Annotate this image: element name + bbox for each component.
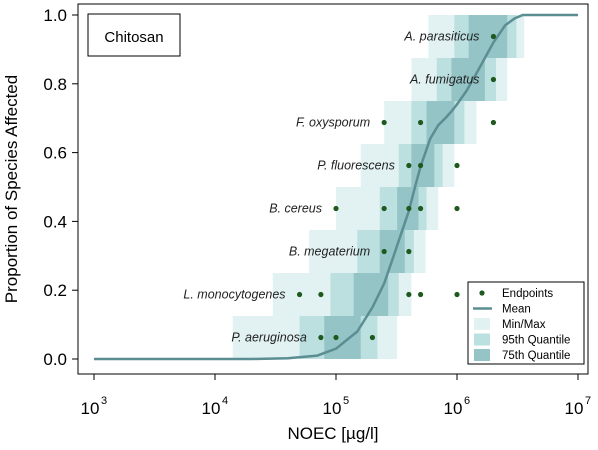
endpoint-point — [417, 162, 424, 169]
endpoint-point — [417, 205, 424, 212]
band-q75-0 — [324, 316, 361, 359]
plot-frame — [77, 3, 589, 375]
band-q75-6 — [451, 58, 485, 101]
x-tick-label: 10 — [565, 399, 584, 418]
legend-marker-box — [474, 318, 490, 330]
x-tick-label: 10 — [444, 399, 463, 418]
endpoint-point — [381, 248, 387, 255]
endpoint-point — [318, 334, 324, 341]
legend-label: Mean — [502, 304, 531, 316]
legend-marker-point — [479, 290, 485, 296]
endpoint-point — [454, 162, 460, 169]
species-labels: P. aeruginosa L. monocytogenes B. megateri… — [183, 30, 479, 345]
x-tick-exponent: 5 — [343, 395, 349, 407]
y-tick-label: 0.6 — [43, 144, 67, 163]
x-tick-label: 10 — [81, 399, 100, 418]
species-label: B. megaterium — [289, 245, 370, 259]
endpoint-point — [454, 291, 460, 298]
y-tick-label: 0.4 — [43, 212, 67, 231]
endpoint-point — [406, 248, 412, 255]
species-label: A. fumigatus — [409, 73, 479, 87]
x-tick-exponent: 3 — [101, 395, 107, 407]
species-label: L. monocytogenes — [183, 288, 285, 302]
y-axis: 0.0 0.2 0.4 0.6 0.8 1.0 — [43, 6, 78, 369]
y-axis-label: Proportion of Species Affected — [2, 75, 21, 303]
x-tick-exponent: 6 — [464, 395, 470, 407]
endpoint-point — [406, 162, 412, 169]
x-tick-label: 10 — [323, 399, 342, 418]
x-axis-label: NOEC [µg/l] — [287, 424, 378, 443]
y-tick-label: 1.0 — [43, 6, 67, 25]
endpoint-point — [417, 119, 424, 126]
species-label: F. oxysporum — [296, 116, 370, 130]
legend-label: 95th Quantile — [502, 335, 570, 347]
endpoint-point — [406, 205, 412, 212]
x-axis: 10 3 10 4 10 5 10 6 10 7 — [81, 374, 591, 418]
species-label: B. cereus — [269, 202, 322, 216]
endpoint-points — [296, 33, 497, 341]
endpoint-point — [490, 119, 497, 126]
title-box: Chitosan — [87, 13, 181, 57]
endpoint-point — [318, 291, 324, 298]
chart-title: Chitosan — [104, 29, 163, 46]
y-tick-label: 0.8 — [43, 75, 67, 94]
legend-marker-box — [474, 333, 490, 346]
x-tick-label: 10 — [202, 399, 221, 418]
legend-label: 75th Quantile — [502, 350, 570, 362]
x-tick-exponent: 4 — [222, 395, 228, 407]
endpoint-point — [333, 205, 339, 212]
endpoint-point — [333, 334, 339, 341]
endpoint-point — [381, 205, 387, 212]
y-tick-label: 0.2 — [43, 281, 67, 300]
x-tick-exponent: 7 — [585, 395, 591, 407]
endpoint-point — [369, 334, 376, 341]
endpoint-point — [296, 291, 303, 298]
endpoint-point — [381, 119, 387, 126]
endpoint-point — [406, 291, 412, 298]
endpoint-point — [490, 76, 497, 83]
legend-label: Endpoints — [502, 288, 553, 300]
species-label: P. fluorescens — [317, 159, 395, 173]
legend-label: Min/Max — [502, 319, 546, 331]
endpoint-point — [417, 291, 424, 298]
legend: Endpoints Mean Min/Max 95th Quantile 75th Qu… — [467, 281, 585, 365]
species-label: P. aeruginosa — [231, 331, 307, 345]
endpoint-point — [454, 205, 460, 212]
y-tick-label: 0.0 — [43, 350, 67, 369]
endpoint-point — [490, 33, 497, 40]
legend-marker-box — [474, 349, 490, 361]
species-label: A. parasiticus — [403, 30, 479, 44]
quantile-bands — [232, 15, 525, 359]
